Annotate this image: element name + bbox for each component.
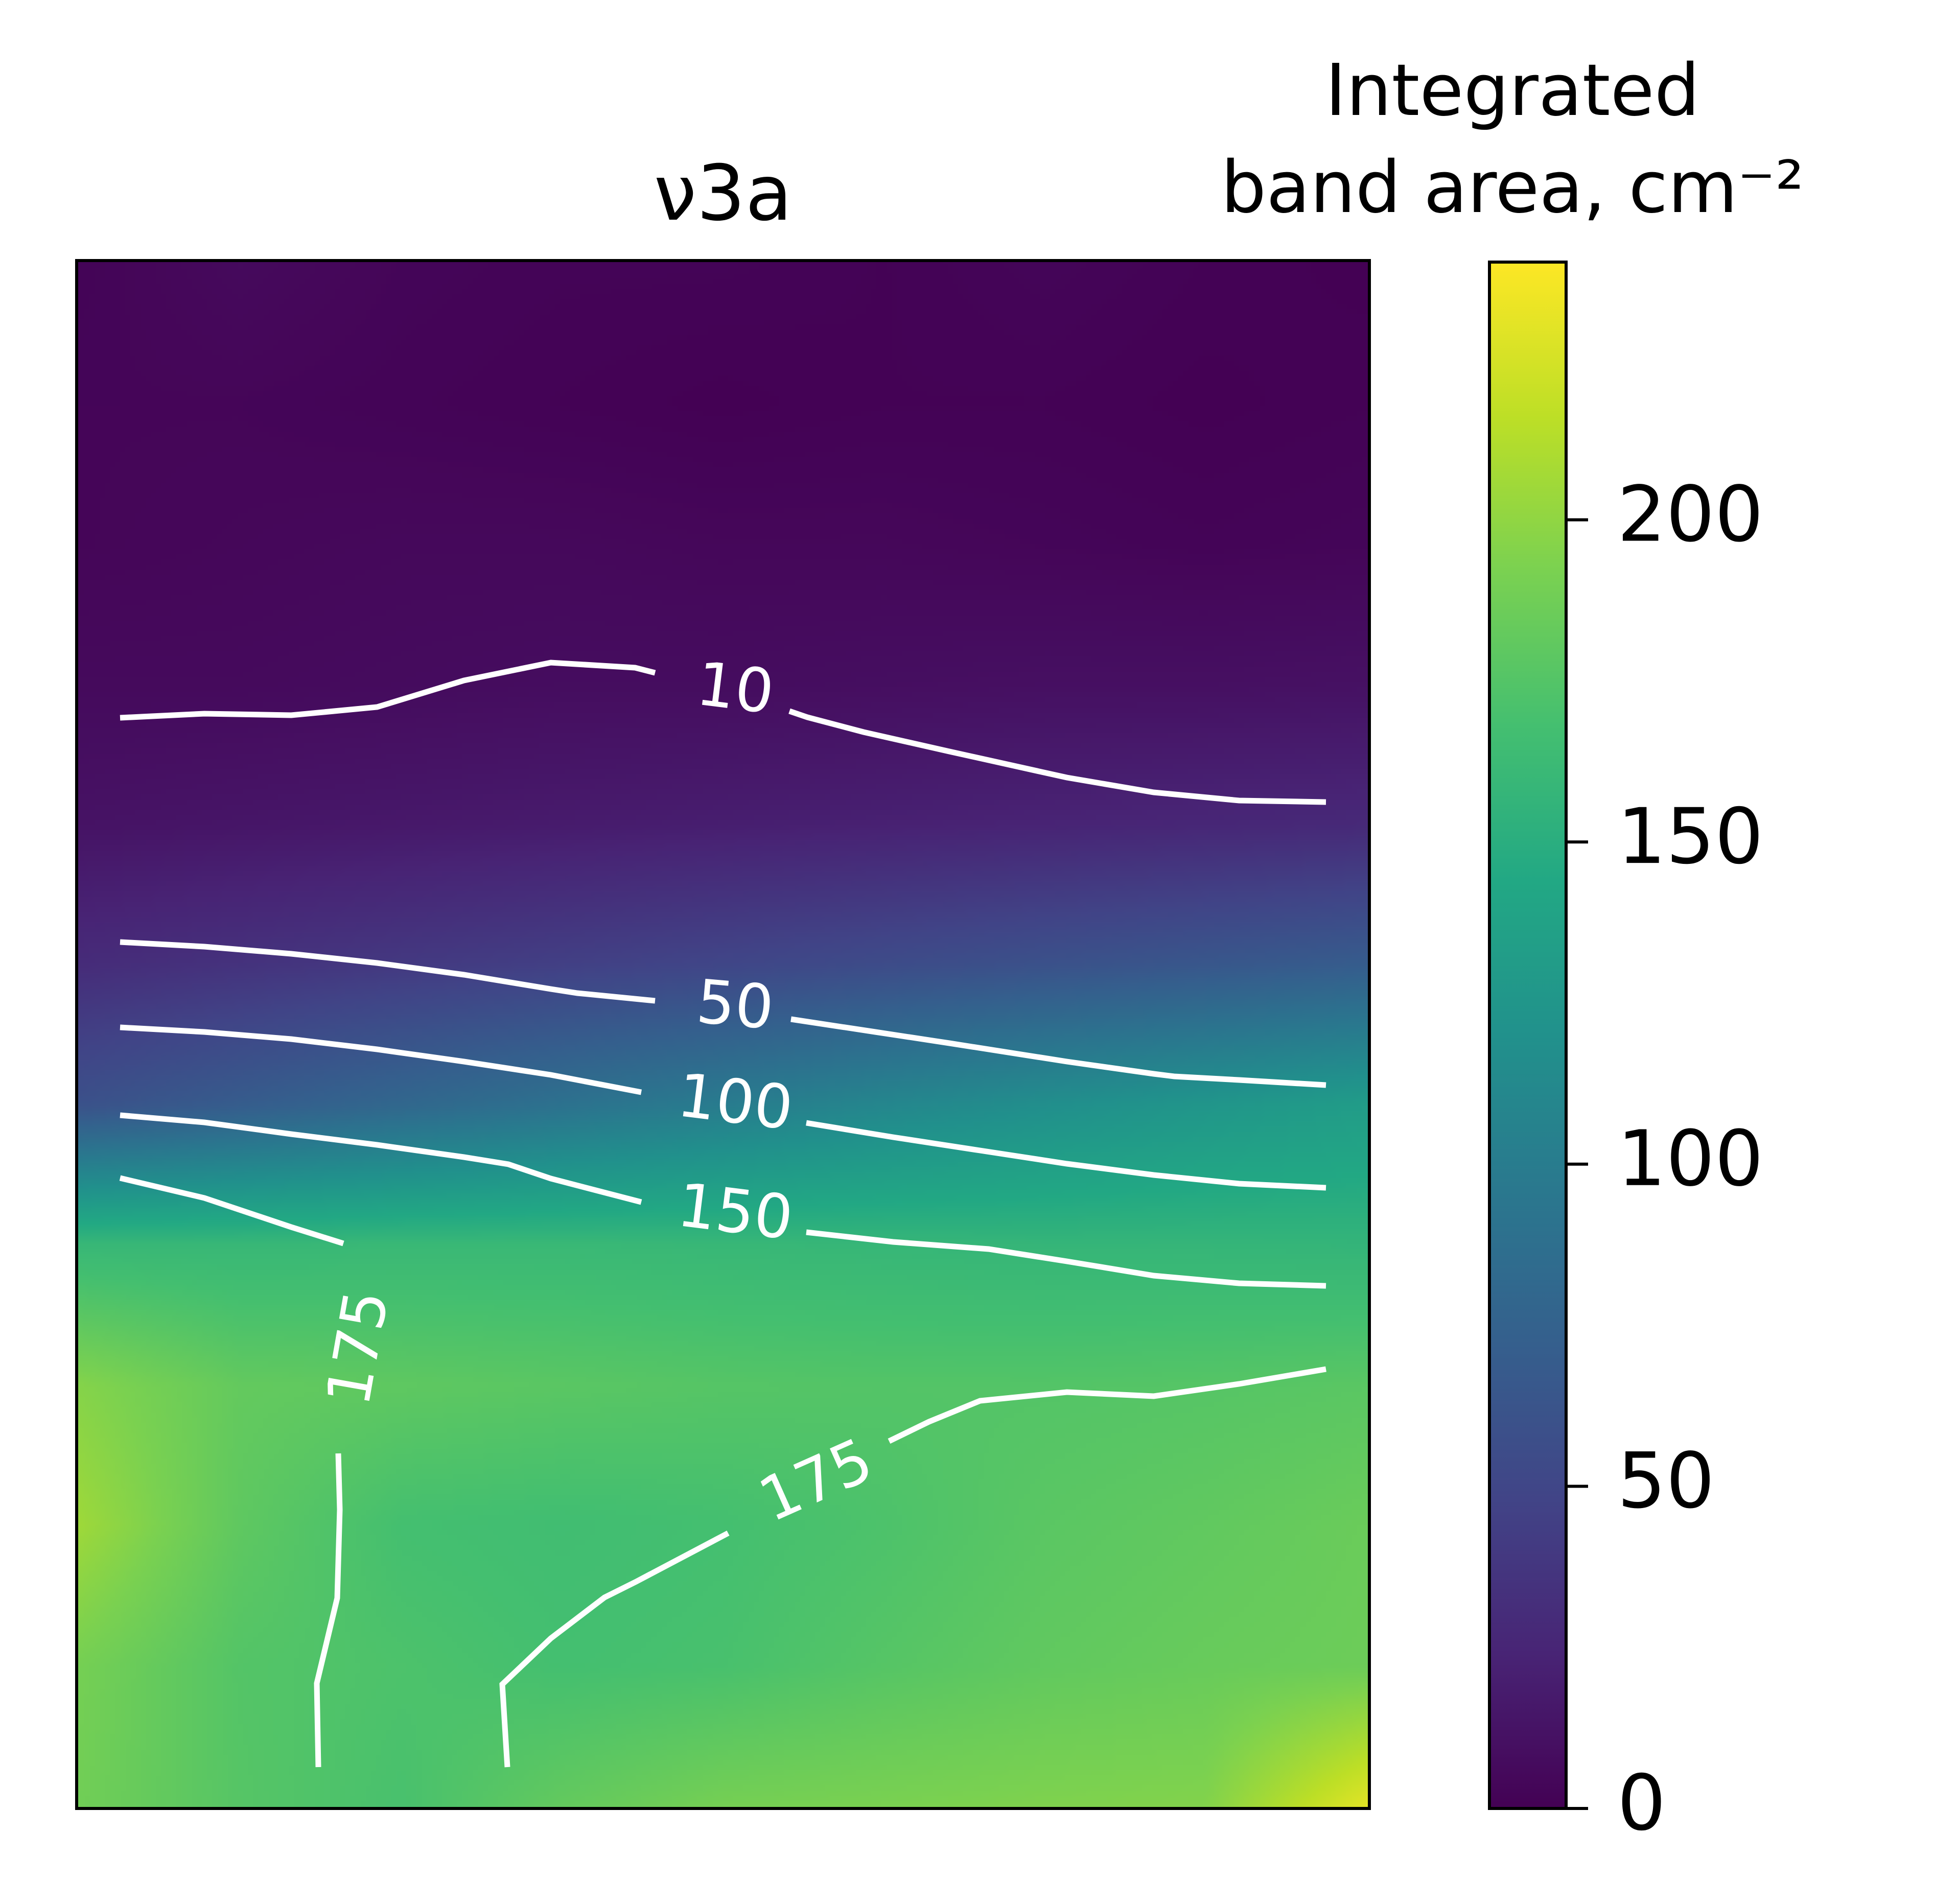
contour-50: 50: [120, 939, 1326, 1088]
contour-label: 10: [693, 648, 778, 727]
colorbar-label-line-1: Integrated: [1325, 49, 1699, 132]
chart-title: ν3a: [654, 149, 792, 238]
colorbar-tick-label: 0: [1617, 1759, 1666, 1848]
contour-line-segment: [120, 1112, 642, 1205]
contour-line-segment: [790, 1016, 1326, 1088]
contour-label: 100: [674, 1060, 797, 1143]
colorbar-gradient: [1488, 261, 1568, 1810]
plot-frame: [75, 259, 1371, 1810]
contour-line-segment: [119, 1175, 344, 1247]
colorbar-ticks: 0 50 100 150 200: [1566, 471, 1763, 1848]
colorbar: Integrated band area, cm⁻² 0 50 100 150 200: [1221, 49, 1804, 1848]
contour-line-segment: [806, 1120, 1326, 1191]
contour-line-segment: [120, 660, 656, 721]
contour-label: 50: [694, 966, 777, 1043]
colorbar-label-line-2: band area, cm⁻²: [1221, 146, 1804, 229]
contour-line-segment: [806, 1229, 1326, 1289]
heatmap-image: [77, 261, 1369, 1808]
contour-line-segment: [888, 1366, 1326, 1444]
contour-line-segment: [788, 708, 1326, 805]
contour-line-segment: [120, 939, 656, 1004]
contour-line-segment: [499, 1531, 730, 1768]
colorbar-tick-label: 200: [1617, 471, 1763, 559]
contour-150: 150: [120, 1112, 1326, 1289]
contour-label: 150: [674, 1169, 797, 1253]
contour-10: 10: [120, 648, 1326, 805]
colorbar-tick-label: 100: [1617, 1115, 1763, 1204]
colorbar-tick-label: 150: [1617, 792, 1763, 881]
contour-100: 100: [120, 1024, 1326, 1191]
colorbar-tick-label: 50: [1617, 1437, 1715, 1525]
contour-line-segment: [120, 1024, 642, 1095]
contour-line-segment: [314, 1453, 343, 1768]
